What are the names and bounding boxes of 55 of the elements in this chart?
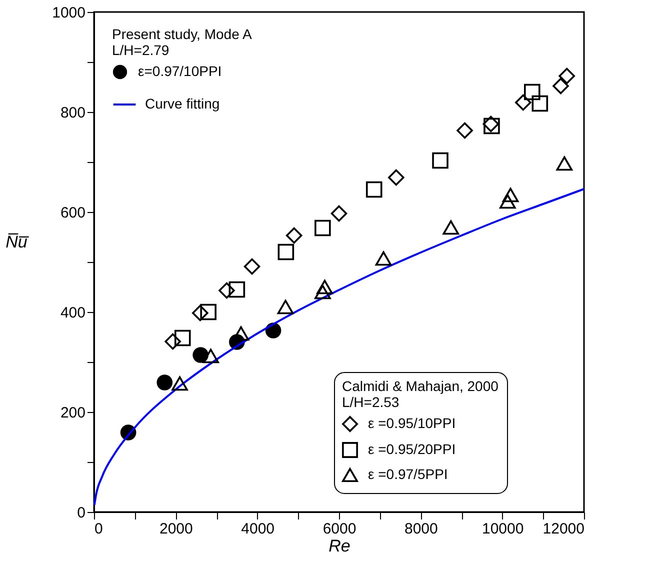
point	[314, 284, 331, 300]
point	[286, 227, 302, 244]
x-tick-label: 2000	[159, 520, 193, 538]
legend-label: ε=0.97/10PPI	[138, 63, 222, 79]
legend-label: ε =0.95/20PPI	[368, 441, 456, 457]
legend-label: ε =0.97/5PPI	[368, 466, 448, 482]
point	[442, 220, 460, 235]
point	[502, 188, 519, 202]
point	[432, 152, 448, 169]
point	[456, 122, 473, 139]
y-tick-label: 400	[60, 304, 86, 322]
x-tick-label: 0	[94, 520, 103, 538]
point	[314, 220, 331, 236]
point	[218, 282, 235, 299]
point	[552, 78, 569, 94]
point	[228, 281, 246, 298]
y-tick-label: 800	[60, 104, 86, 122]
point	[524, 84, 540, 100]
point	[192, 304, 208, 322]
line-series	[93, 188, 585, 506]
y-axis-title: N̅u̅	[6, 232, 30, 252]
point	[330, 205, 348, 222]
text: Present study, Mode A L/H=2.79	[112, 26, 252, 58]
legend-label: Curve fitting	[145, 96, 220, 112]
point	[164, 333, 181, 350]
legend-label: ε =0.95/10PPI	[368, 415, 456, 431]
point	[532, 95, 548, 112]
point	[156, 374, 173, 390]
point	[558, 68, 575, 84]
x-tick-label: 4000	[241, 520, 275, 538]
point	[278, 244, 294, 260]
x-tick-label: 8000	[404, 520, 438, 538]
point	[277, 300, 294, 314]
point	[499, 194, 516, 209]
point	[202, 348, 219, 364]
x-tick-label: 10000	[482, 520, 524, 538]
point	[316, 280, 333, 294]
point	[388, 169, 404, 186]
point	[515, 94, 532, 111]
point	[375, 251, 392, 266]
x-tick-label: 12000	[542, 520, 584, 538]
y-tick-label: 0	[77, 504, 86, 522]
y-tick-label: 200	[60, 404, 86, 422]
y-tick-label: 1000	[52, 4, 86, 22]
text: Calmidi & Mahajan, 2000 L/H=2.53	[342, 378, 498, 410]
point	[244, 258, 260, 275]
point	[174, 330, 191, 346]
point	[192, 347, 208, 363]
y-tick-label: 600	[60, 204, 86, 222]
x-tick-label: 6000	[322, 520, 356, 538]
point	[200, 304, 216, 320]
point	[556, 156, 573, 171]
x-axis-title: Re	[328, 536, 350, 556]
point	[172, 376, 188, 391]
point	[366, 181, 382, 198]
